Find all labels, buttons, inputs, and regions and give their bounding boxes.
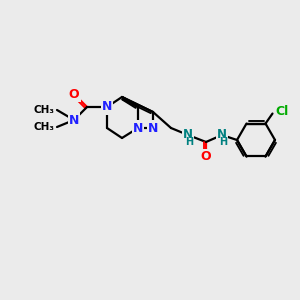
Text: H: H bbox=[185, 137, 193, 147]
Text: CH₃: CH₃ bbox=[33, 105, 54, 115]
Text: Cl: Cl bbox=[275, 105, 288, 118]
Text: N: N bbox=[183, 128, 193, 142]
Text: N: N bbox=[148, 122, 158, 134]
Text: CH₃: CH₃ bbox=[33, 122, 54, 132]
Text: O: O bbox=[201, 151, 211, 164]
Text: O: O bbox=[69, 88, 79, 100]
Text: N: N bbox=[133, 122, 143, 134]
Text: N: N bbox=[217, 128, 227, 142]
Text: N: N bbox=[102, 100, 112, 113]
Text: H: H bbox=[219, 137, 227, 147]
Text: N: N bbox=[69, 113, 79, 127]
